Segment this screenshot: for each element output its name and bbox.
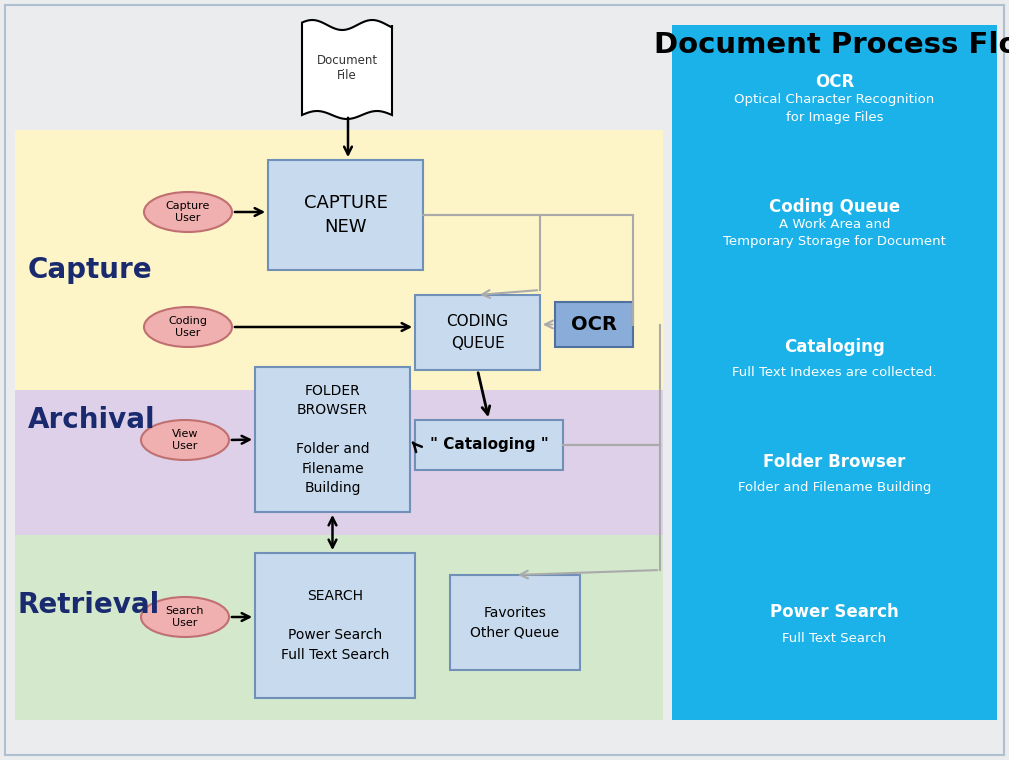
FancyBboxPatch shape xyxy=(15,390,663,535)
Text: Capture
User: Capture User xyxy=(165,201,210,223)
FancyBboxPatch shape xyxy=(5,5,1004,755)
FancyBboxPatch shape xyxy=(415,420,563,470)
Text: A Work Area and
Temporary Storage for Document: A Work Area and Temporary Storage for Do… xyxy=(723,217,946,249)
Text: Folder Browser: Folder Browser xyxy=(764,453,906,471)
Text: CODING
QUEUE: CODING QUEUE xyxy=(446,315,509,350)
Text: Archival: Archival xyxy=(28,406,155,434)
FancyBboxPatch shape xyxy=(268,160,423,270)
Text: Favorites
Other Queue: Favorites Other Queue xyxy=(470,606,560,639)
FancyBboxPatch shape xyxy=(672,25,997,720)
Text: Cataloging: Cataloging xyxy=(784,338,885,356)
Ellipse shape xyxy=(144,307,232,347)
Ellipse shape xyxy=(141,597,229,637)
FancyBboxPatch shape xyxy=(450,575,580,670)
Text: " Cataloging ": " Cataloging " xyxy=(430,438,548,452)
Text: FOLDER
BROWSER

Folder and
Filename
Building: FOLDER BROWSER Folder and Filename Build… xyxy=(296,384,369,496)
Text: Coding
User: Coding User xyxy=(169,316,208,338)
Text: OCR: OCR xyxy=(571,315,616,334)
Ellipse shape xyxy=(144,192,232,232)
Ellipse shape xyxy=(141,420,229,460)
FancyBboxPatch shape xyxy=(255,367,410,512)
Text: Power Search: Power Search xyxy=(770,603,899,621)
Text: Document Process Flow: Document Process Flow xyxy=(654,31,1009,59)
FancyBboxPatch shape xyxy=(15,130,663,390)
Text: SEARCH

Power Search
Full Text Search: SEARCH Power Search Full Text Search xyxy=(281,589,389,662)
Text: Retrieval: Retrieval xyxy=(18,591,160,619)
Polygon shape xyxy=(302,20,393,119)
Text: Full Text Search: Full Text Search xyxy=(782,632,887,644)
Text: Folder and Filename Building: Folder and Filename Building xyxy=(738,482,931,495)
Text: CAPTURE
NEW: CAPTURE NEW xyxy=(304,194,387,236)
Text: View
User: View User xyxy=(172,429,198,451)
Text: OCR: OCR xyxy=(815,73,855,91)
FancyBboxPatch shape xyxy=(415,295,540,370)
Text: Search
User: Search User xyxy=(165,606,204,629)
Text: Coding Queue: Coding Queue xyxy=(769,198,900,216)
Text: Capture: Capture xyxy=(28,256,152,284)
Text: Document
File: Document File xyxy=(317,54,377,82)
FancyBboxPatch shape xyxy=(555,302,633,347)
Text: Full Text Indexes are collected.: Full Text Indexes are collected. xyxy=(733,366,936,379)
FancyBboxPatch shape xyxy=(255,553,415,698)
Text: Optical Character Recognition
for Image Files: Optical Character Recognition for Image … xyxy=(735,93,934,123)
FancyBboxPatch shape xyxy=(15,535,663,720)
